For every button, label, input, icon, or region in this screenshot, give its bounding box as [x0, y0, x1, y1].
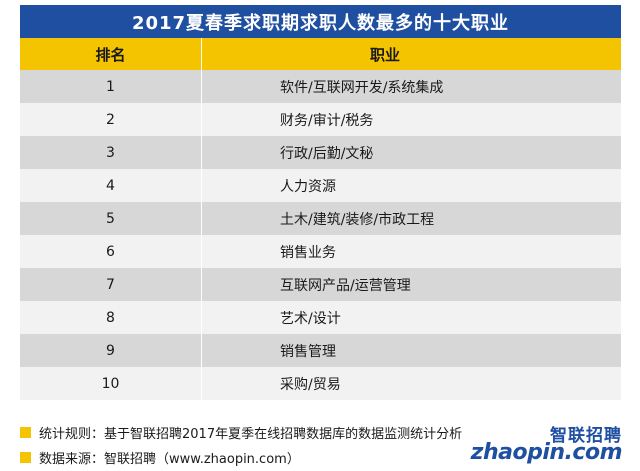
job-cell: 土木/建筑/装修/市政工程 — [280, 211, 435, 228]
job-cell: 软件/互联网开发/系统集成 — [280, 79, 444, 96]
column-divider — [201, 268, 202, 301]
rank-cell: 10 — [101, 375, 120, 392]
rank-cell: 7 — [106, 276, 115, 293]
table-row: 1 软件/互联网开发/系统集成 — [20, 70, 621, 103]
column-divider — [201, 103, 202, 136]
rank-cell: 5 — [106, 210, 115, 227]
column-divider — [201, 235, 202, 268]
logo-cn-text: 智联招聘 — [550, 426, 622, 446]
rank-cell: 4 — [106, 177, 115, 194]
bullet-square-icon — [20, 451, 31, 463]
column-divider — [201, 202, 202, 235]
rank-cell: 2 — [106, 111, 115, 128]
zhaopin-logo: 智联招聘 zhaopin.com — [471, 421, 626, 467]
table-row: 10 采购/贸易 — [20, 367, 621, 400]
job-cell: 互联网产品/运营管理 — [280, 277, 411, 294]
bullet-square-icon — [20, 426, 31, 438]
table-header: 排名 职业 — [20, 38, 621, 70]
footnotes: 统计规则：基于智联招聘2017年夏季在线招聘数据库的数据监测统计分析 数据来源：… — [20, 421, 462, 471]
rank-cell: 8 — [106, 309, 115, 326]
column-divider — [201, 334, 202, 367]
job-cell: 行政/后勤/文秘 — [280, 145, 374, 162]
job-cell: 人力资源 — [280, 178, 336, 195]
table-title: 2017夏春季求职期求职人数最多的十大职业 — [20, 5, 621, 38]
table-row: 7 互联网产品/运营管理 — [20, 268, 621, 301]
job-cell: 艺术/设计 — [280, 310, 341, 327]
table-row: 9 销售管理 — [20, 334, 621, 367]
rank-cell: 6 — [106, 243, 115, 260]
column-divider — [201, 70, 202, 103]
logo-en-text: zhaopin.com — [470, 440, 623, 465]
note-text: 统计规则：基于智联招聘2017年夏季在线招聘数据库的数据监测统计分析 — [39, 426, 463, 442]
header-job: 职业 — [370, 45, 401, 64]
column-divider — [201, 169, 202, 202]
rank-cell: 3 — [106, 144, 115, 161]
table-row: 6 销售业务 — [20, 235, 621, 268]
table-row: 2 财务/审计/税务 — [20, 103, 621, 136]
job-cell: 财务/审计/税务 — [280, 112, 374, 129]
rank-cell: 9 — [106, 342, 115, 359]
column-divider — [201, 367, 202, 400]
column-divider — [201, 38, 202, 70]
job-cell: 销售业务 — [280, 244, 336, 261]
job-cell: 采购/贸易 — [280, 376, 341, 393]
ranking-table: 2017夏春季求职期求职人数最多的十大职业 排名 职业 1 软件/互联网开发/系… — [20, 5, 621, 400]
column-divider — [201, 301, 202, 334]
table-row: 3 行政/后勤/文秘 — [20, 136, 621, 169]
note-stat-rule: 统计规则：基于智联招聘2017年夏季在线招聘数据库的数据监测统计分析 — [20, 421, 462, 443]
table-row: 4 人力资源 — [20, 169, 621, 202]
note-text: 数据来源：智联招聘（www.zhaopin.com） — [39, 451, 300, 467]
rank-cell: 1 — [106, 78, 115, 95]
job-cell: 销售管理 — [280, 343, 336, 360]
column-divider — [201, 136, 202, 169]
note-data-source: 数据来源：智联招聘（www.zhaopin.com） — [20, 446, 462, 468]
header-rank: 排名 — [95, 45, 126, 64]
table-row: 5 土木/建筑/装修/市政工程 — [20, 202, 621, 235]
table-row: 8 艺术/设计 — [20, 301, 621, 334]
